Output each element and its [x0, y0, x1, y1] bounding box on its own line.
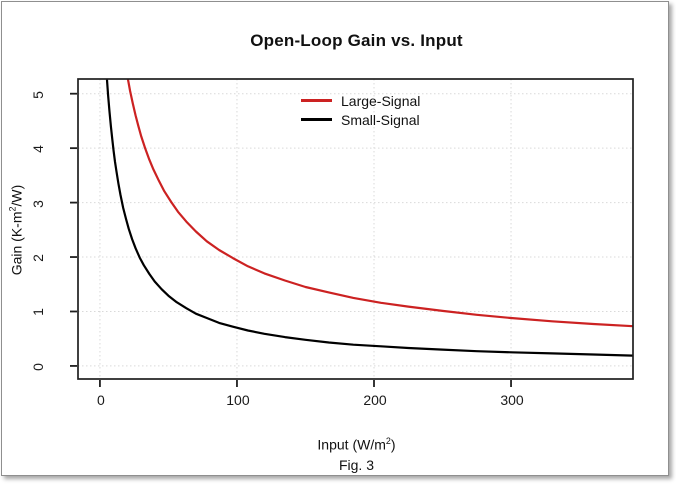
screenshot-frame: Open-Loop Gain vs. Input 0 100 200 300 0 1 2 3 4…	[1, 1, 669, 476]
x-tick-label-200: 200	[363, 392, 387, 408]
y-axis-title: Gain (K-m2/W)	[8, 185, 25, 276]
figure-caption: Fig. 3	[338, 457, 374, 473]
x-axis-title-text: Input (W/m	[317, 436, 386, 453]
y-tick-label-4: 4	[30, 145, 46, 154]
legend-line-swatch-small-signal	[301, 118, 332, 121]
x-axis-title-sup: 2	[385, 436, 391, 446]
legend-item-small-signal: Small-Signal	[301, 110, 420, 129]
legend: Large-Signal Small-Signal	[301, 91, 420, 129]
y-tick-label-2: 2	[30, 254, 46, 262]
curve-small-signal	[105, 79, 633, 357]
legend-line-swatch-large-signal	[301, 99, 332, 102]
x-axis-title: Input (W/m2)	[79, 436, 634, 453]
y-tick-label-1: 1	[30, 308, 46, 317]
y-axis-title-sup: 2	[7, 206, 18, 212]
x-tick-label-0: 0	[97, 392, 105, 408]
legend-label-small-signal: Small-Signal	[341, 111, 420, 128]
y-axis-title-end: /W)	[8, 184, 25, 207]
plot-area	[70, 78, 634, 387]
chart-title: Open-Loop Gain vs. Input	[250, 31, 463, 50]
curve-large-signal	[126, 79, 633, 328]
legend-label-large-signal: Large-Signal	[341, 92, 421, 109]
x-tick-label-100: 100	[226, 392, 250, 408]
y-tick-label-3: 3	[30, 199, 46, 208]
y-tick-label-0: 0	[30, 363, 46, 371]
legend-item-large-signal: Large-Signal	[301, 91, 420, 110]
plot-box	[77, 78, 634, 380]
y-tick-label-5: 5	[30, 90, 46, 99]
y-axis-title-text: Gain (K-m	[8, 211, 25, 276]
x-axis-title-end: )	[390, 436, 396, 453]
x-tick-label-300: 300	[500, 392, 524, 408]
